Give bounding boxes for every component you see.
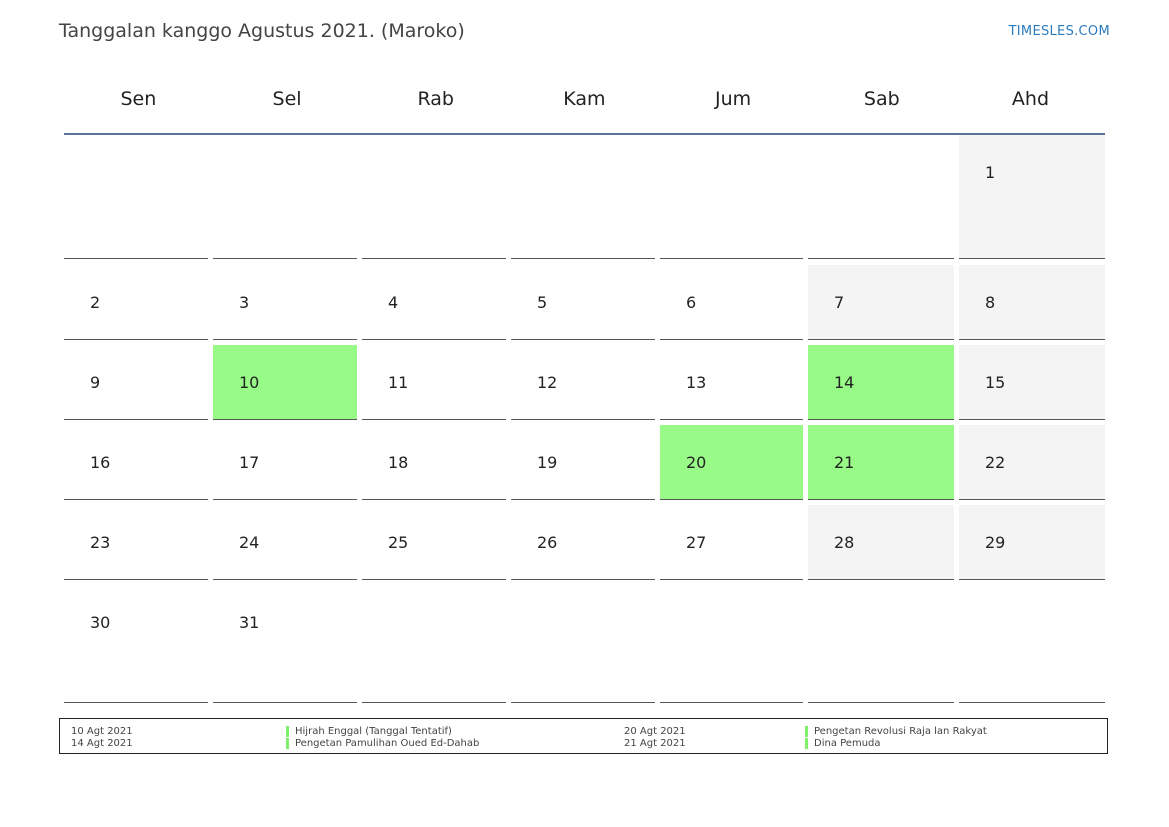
day-number: 7 bbox=[834, 293, 845, 312]
legend-holiday-name: Dina Pemuda bbox=[805, 738, 881, 749]
page-title: Tanggalan kanggo Agustus 2021. (Maroko) bbox=[59, 20, 465, 42]
weekday-sun: Ahd bbox=[1011, 88, 1050, 110]
day-number: 27 bbox=[686, 533, 707, 552]
legend-date: 20 Agt 2021 bbox=[624, 726, 686, 737]
day-number: 6 bbox=[686, 293, 697, 312]
day-number: 11 bbox=[388, 373, 409, 392]
day-cell: 31 bbox=[213, 585, 357, 703]
day-number: 8 bbox=[985, 293, 996, 312]
empty-cell bbox=[511, 135, 655, 259]
legend-date: 21 Agt 2021 bbox=[624, 738, 686, 749]
day-number: 4 bbox=[388, 293, 399, 312]
day-number: 10 bbox=[239, 373, 260, 392]
day-cell: 7 bbox=[808, 265, 954, 340]
empty-cell bbox=[362, 585, 506, 703]
empty-cell bbox=[64, 135, 208, 259]
day-cell: 26 bbox=[511, 505, 655, 580]
weekday-fri: Jum bbox=[715, 88, 752, 110]
weekday-mon: Sen bbox=[120, 88, 157, 110]
day-number: 13 bbox=[686, 373, 707, 392]
day-number: 24 bbox=[239, 533, 260, 552]
site-link[interactable]: TIMESLES.COM bbox=[1008, 24, 1110, 39]
day-number: 26 bbox=[537, 533, 558, 552]
day-cell: 6 bbox=[660, 265, 803, 340]
day-number: 14 bbox=[834, 373, 855, 392]
day-cell: 22 bbox=[959, 425, 1105, 500]
day-number: 28 bbox=[834, 533, 855, 552]
day-cell: 5 bbox=[511, 265, 655, 340]
day-cell: 30 bbox=[64, 585, 208, 703]
empty-cell bbox=[660, 585, 803, 703]
day-cell: 16 bbox=[64, 425, 208, 500]
empty-cell bbox=[213, 135, 357, 259]
day-number: 23 bbox=[90, 533, 111, 552]
day-cell: 29 bbox=[959, 505, 1105, 580]
legend-holiday-name: Hijrah Enggal (Tanggal Tentatif) bbox=[286, 726, 452, 737]
day-cell: 20 bbox=[660, 425, 803, 500]
empty-cell bbox=[511, 585, 655, 703]
day-number: 1 bbox=[985, 163, 996, 182]
legend-date: 10 Agt 2021 bbox=[71, 726, 133, 737]
day-number: 30 bbox=[90, 613, 111, 632]
day-cell: 18 bbox=[362, 425, 506, 500]
day-number: 22 bbox=[985, 453, 1006, 472]
legend-holiday-name: Pengetan Revolusi Raja lan Rakyat bbox=[805, 726, 987, 737]
legend-date: 14 Agt 2021 bbox=[71, 738, 133, 749]
day-cell: 27 bbox=[660, 505, 803, 580]
weekday-tue: Sel bbox=[272, 88, 302, 110]
empty-cell bbox=[808, 585, 954, 703]
weekday-thu: Kam bbox=[563, 88, 606, 110]
day-number: 19 bbox=[537, 453, 558, 472]
day-cell: 24 bbox=[213, 505, 357, 580]
day-cell: 11 bbox=[362, 345, 506, 420]
day-cell: 4 bbox=[362, 265, 506, 340]
day-cell: 2 bbox=[64, 265, 208, 340]
day-number: 18 bbox=[388, 453, 409, 472]
day-number: 3 bbox=[239, 293, 250, 312]
day-cell: 12 bbox=[511, 345, 655, 420]
day-cell: 9 bbox=[64, 345, 208, 420]
empty-cell bbox=[660, 135, 803, 259]
day-number: 20 bbox=[686, 453, 707, 472]
day-cell: 1 bbox=[959, 135, 1105, 259]
empty-cell bbox=[959, 585, 1105, 703]
day-number: 5 bbox=[537, 293, 548, 312]
day-cell: 25 bbox=[362, 505, 506, 580]
calendar-grid: Sen Sel Rab Kam Jum Sab Ahd 1 2 3 4 5 6 7 8 9 10 1… bbox=[64, 60, 1105, 703]
legend-holiday-name: Pengetan Pamulihan Oued Ed-Dahab bbox=[286, 738, 479, 749]
day-cell: 23 bbox=[64, 505, 208, 580]
day-number: 15 bbox=[985, 373, 1006, 392]
day-number: 16 bbox=[90, 453, 111, 472]
day-number: 21 bbox=[834, 453, 855, 472]
day-number: 12 bbox=[537, 373, 558, 392]
day-cell: 15 bbox=[959, 345, 1105, 420]
weekday-wed: Rab bbox=[417, 88, 454, 110]
day-number: 25 bbox=[388, 533, 409, 552]
day-number: 9 bbox=[90, 373, 101, 392]
day-cell: 13 bbox=[660, 345, 803, 420]
day-number: 29 bbox=[985, 533, 1006, 552]
day-cell: 8 bbox=[959, 265, 1105, 340]
day-cell: 19 bbox=[511, 425, 655, 500]
day-cell: 14 bbox=[808, 345, 954, 420]
day-cell: 21 bbox=[808, 425, 954, 500]
day-number: 2 bbox=[90, 293, 101, 312]
day-cell: 3 bbox=[213, 265, 357, 340]
day-cell: 10 bbox=[213, 345, 357, 420]
weekday-sat: Sab bbox=[863, 88, 900, 110]
day-number: 31 bbox=[239, 613, 260, 632]
weekday-header: Sen Sel Rab Kam Jum Sab Ahd bbox=[64, 60, 1105, 135]
empty-cell bbox=[362, 135, 506, 259]
empty-cell bbox=[808, 135, 954, 259]
day-cell: 28 bbox=[808, 505, 954, 580]
day-cell: 17 bbox=[213, 425, 357, 500]
holiday-legend: 10 Agt 2021 Hijrah Enggal (Tanggal Tenta… bbox=[59, 718, 1108, 754]
day-number: 17 bbox=[239, 453, 260, 472]
